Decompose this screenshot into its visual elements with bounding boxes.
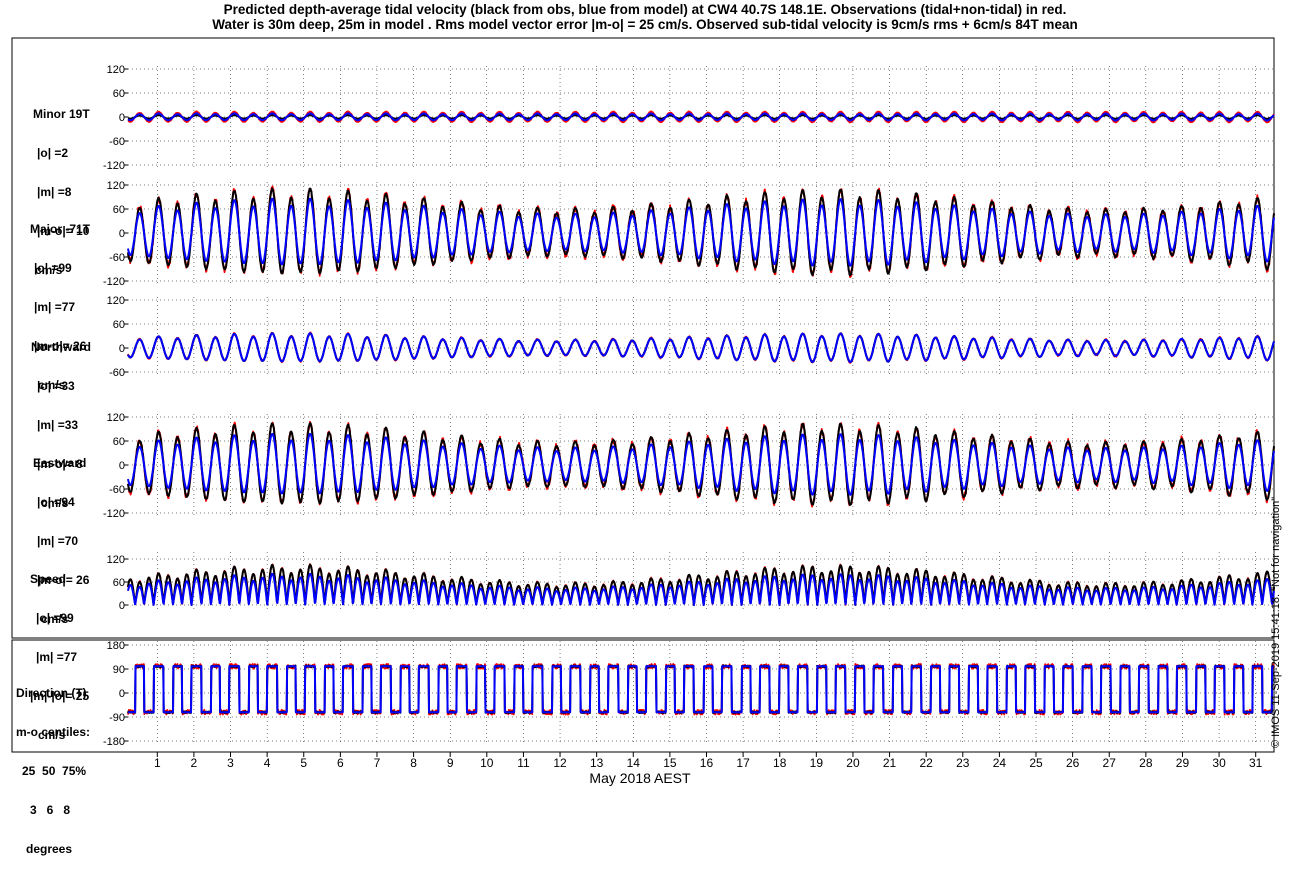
- x-tick-label-19: 19: [810, 756, 824, 770]
- copyright-footer: © IMOS 11-Sep-2019 15:41:18. "Not for na…: [1270, 496, 1282, 748]
- chart-figure: 1 2 3 4 5 6 7 8 9 10 11 12 13 14 15 16 17 18 19 20 21 22 23 24 2…: [11, 37, 1275, 770]
- eastward-y-tick-label-60: 60: [113, 436, 125, 448]
- x-tick-label-7: 7: [374, 756, 381, 770]
- x-tick-label-12: 12: [553, 756, 567, 770]
- upper-frame: [11, 37, 1275, 639]
- panel-label-major: Major -71T |o| =99 |m| =77 |m-o|= 26 cm/…: [30, 222, 91, 392]
- minor-y-tick-label--120: -120: [103, 160, 125, 172]
- eastward-y-tick-label--60: -60: [109, 484, 125, 496]
- x-axis-label: May 2018 AEST: [589, 770, 691, 786]
- title-line-1: Predicted depth-average tidal velocity (…: [223, 2, 1067, 17]
- x-tick-label-11: 11: [517, 756, 530, 770]
- direction-y-tick-label-90: 90: [113, 664, 125, 676]
- x-tick-label-15: 15: [663, 756, 677, 770]
- direction-y-tick-label--90: -90: [109, 712, 125, 724]
- eastward-series-red: [127, 420, 1275, 508]
- x-tick-label-26: 26: [1066, 756, 1080, 770]
- northward-series-red: [127, 331, 1275, 364]
- northward-series-blue: [127, 332, 1275, 363]
- eastward-y-tick-label-120: 120: [107, 412, 125, 424]
- x-tick-label-21: 21: [883, 756, 897, 770]
- x-tick-label-30: 30: [1212, 756, 1226, 770]
- x-tick-label-17: 17: [736, 756, 750, 770]
- x-tick-label-27: 27: [1103, 756, 1117, 770]
- northward-y-tick-label-60: 60: [113, 319, 125, 331]
- direction-y-tick-label-180: 180: [107, 640, 125, 652]
- direction-y-tick-label-0: 0: [119, 688, 125, 700]
- panel-label-direction: Direction (T) m-o centiles: 25 50 75% 3 …: [16, 686, 91, 856]
- speed-y-tick-label-120: 120: [107, 554, 125, 566]
- x-tick-label-22: 22: [919, 756, 933, 770]
- northward-y-tick-label-120: 120: [107, 295, 125, 307]
- x-tick-label-4: 4: [264, 756, 271, 770]
- minor-y-tick-label-60: 60: [113, 88, 125, 100]
- eastward-series-blue: [127, 432, 1275, 496]
- minor-y-tick-label-0: 0: [119, 112, 125, 124]
- panel-label-speed: Speed |o| =99 |m| =77 |m|-|o|= 25 cm/s: [30, 572, 90, 742]
- x-tick-label-28: 28: [1139, 756, 1153, 770]
- x-tick-label-2: 2: [191, 756, 198, 770]
- minor-y-tick-label--60: -60: [109, 136, 125, 148]
- x-tick-label-10: 10: [480, 756, 494, 770]
- speed-y-tick-label-60: 60: [113, 577, 125, 589]
- direction-y-tick-label--180: -180: [103, 736, 125, 748]
- eastward-y-tick-label-0: 0: [119, 460, 125, 472]
- major-y-tick-label-0: 0: [119, 228, 125, 240]
- x-tick-label-18: 18: [773, 756, 787, 770]
- northward-y-tick-label-0: 0: [119, 343, 125, 355]
- direction-series-blue: [127, 665, 1275, 714]
- x-tick-label-31: 31: [1249, 756, 1263, 770]
- major-y-tick-label--60: -60: [109, 252, 125, 264]
- minor-series-blue: [127, 112, 1275, 122]
- panel-label-minor: Minor 19T |o| =2 |m| =8 |m-o|= 10 cm/s: [33, 107, 90, 277]
- chart-title: Predicted depth-average tidal velocity (…: [0, 2, 1290, 32]
- speed-y-tick-label-0: 0: [119, 600, 125, 612]
- x-tick-label-14: 14: [627, 756, 641, 770]
- x-tick-label-3: 3: [227, 756, 234, 770]
- x-tick-label-6: 6: [337, 756, 344, 770]
- x-tick-label-24: 24: [993, 756, 1007, 770]
- major-series-blue: [127, 197, 1275, 267]
- x-tick-label-23: 23: [956, 756, 970, 770]
- x-tick-label-16: 16: [700, 756, 714, 770]
- x-tick-label-8: 8: [410, 756, 417, 770]
- x-tick-label-5: 5: [300, 756, 307, 770]
- x-tick-label-1: 1: [154, 756, 161, 770]
- title-line-2: Water is 30m deep, 25m in model . Rms mo…: [212, 17, 1078, 32]
- major-y-tick-label-120: 120: [107, 180, 125, 192]
- northward-y-tick-label--60: -60: [109, 367, 125, 379]
- direction-frame: [11, 639, 1275, 753]
- x-tick-label-29: 29: [1176, 756, 1190, 770]
- major-y-tick-label--120: -120: [103, 276, 125, 288]
- eastward-y-tick-label--120: -120: [103, 508, 125, 520]
- minor-y-tick-label-120: 120: [107, 64, 125, 76]
- x-tick-label-13: 13: [590, 756, 604, 770]
- x-tick-label-25: 25: [1029, 756, 1043, 770]
- x-tick-label-20: 20: [846, 756, 860, 770]
- panel-label-northward: Northward |o| =33 |m| =33 |m-o|= 8 cm/s: [31, 340, 91, 510]
- x-tick-label-9: 9: [447, 756, 454, 770]
- panel-label-eastward: Eastward |o| =94 |m| =70 |m-o|= 26 cm/s: [33, 456, 90, 626]
- speed-series-blue: [127, 572, 1275, 606]
- major-y-tick-label-60: 60: [113, 204, 125, 216]
